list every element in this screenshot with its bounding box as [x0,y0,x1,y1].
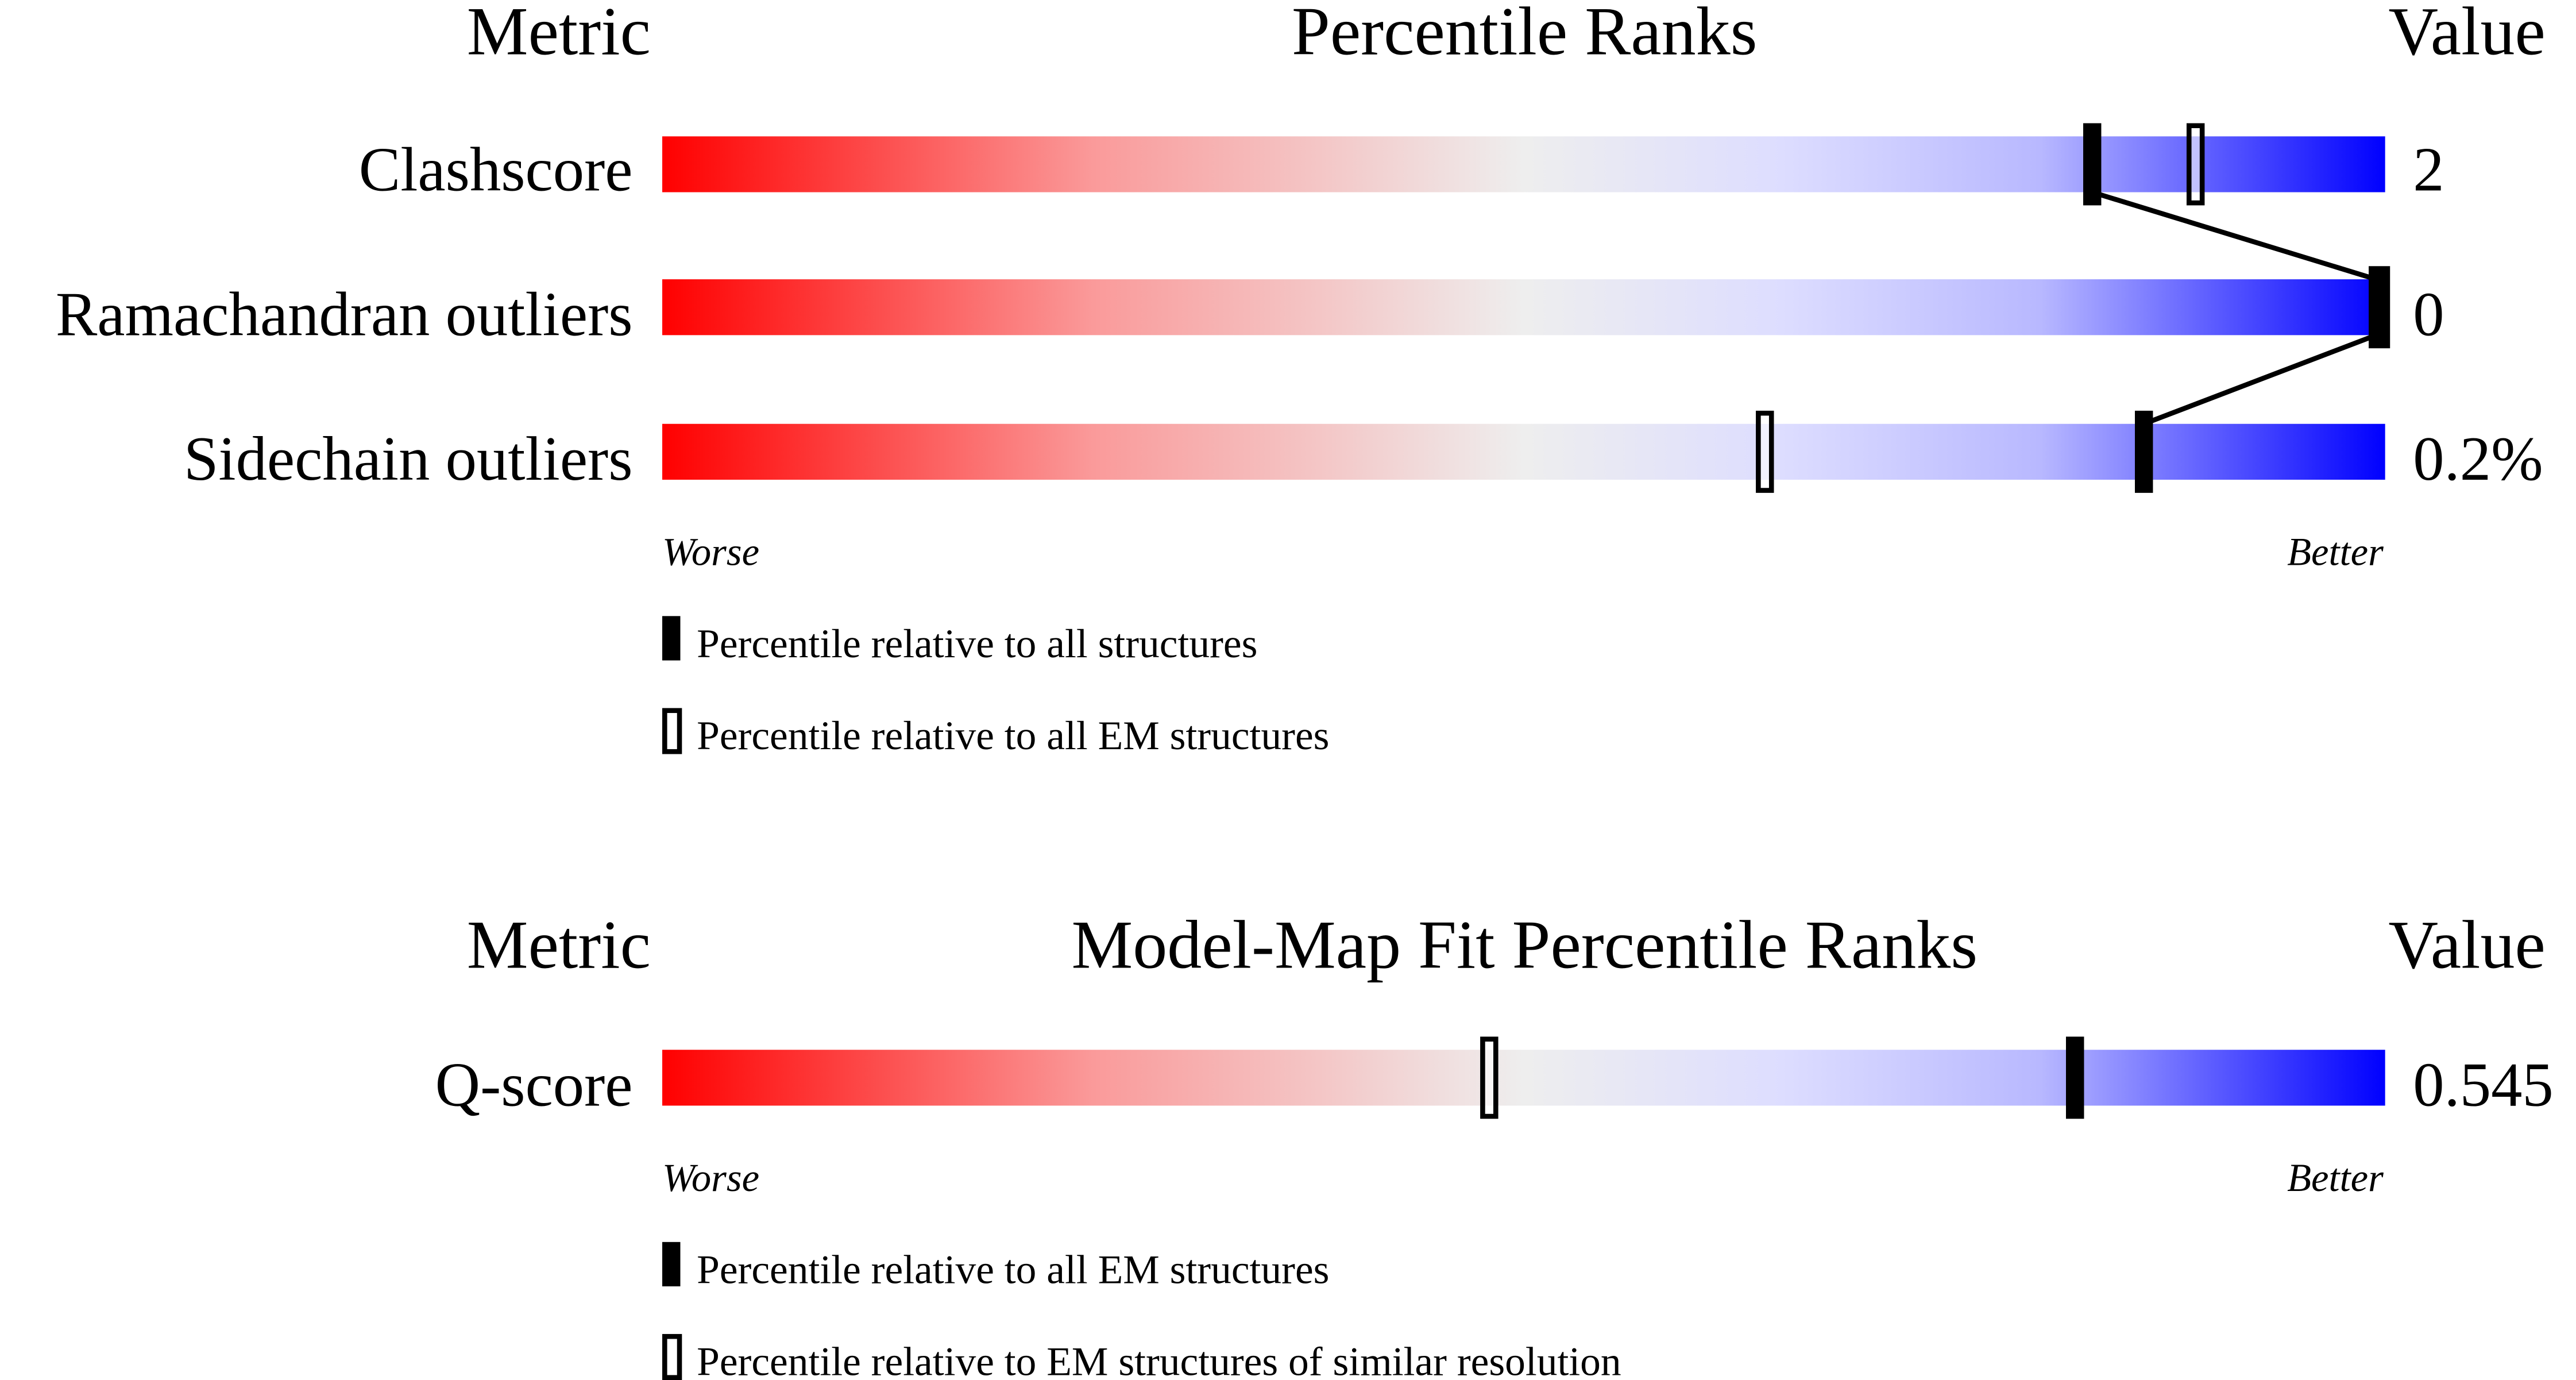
percentile-bar-clashscore [662,136,2385,192]
legend-filled-label: Percentile relative to all structures [697,621,1257,666]
validation-panel: Metric Percentile Ranks Value Clashscore… [56,0,2546,758]
metric-header: Metric [467,0,651,69]
value-header: Value [2388,0,2545,69]
legend-open-label: Percentile relative to all EM structures [697,713,1329,758]
connector-line [2143,333,2377,426]
percentile-bar-q-score [662,1050,2385,1106]
metric-header: Metric [467,906,651,982]
percentile-bar-sidechain-outliers [662,423,2385,480]
legend-filled-marker-icon [662,1242,681,1287]
legend-open-label: Percentile relative to EM structures of … [697,1339,1621,1380]
metric-label-qscore: Q-score [435,1050,633,1119]
connector-line [2091,190,2377,282]
metric-label-sidechain: Sidechain outliers [184,424,633,494]
worse-label: Worse [662,1156,759,1200]
worse-label: Worse [662,530,759,574]
better-label: Better [2287,530,2384,574]
chart-title: Percentile Ranks [1292,0,1757,69]
metric-value-sidechain: 0.2% [2413,424,2543,494]
filled-marker-q-score [2065,1036,2084,1119]
bars [662,123,2390,493]
metric-label-ramachandran: Ramachandran outliers [56,279,633,349]
filled-marker-ramachandran-outliers [2369,266,2390,349]
chart-title: Model-Map Fit Percentile Ranks [1071,906,1978,982]
value-header: Value [2388,906,2545,982]
better-label: Better [2287,1156,2384,1200]
open-marker-clashscore [2186,123,2205,206]
metric-value-clashscore: 2 [2413,135,2444,205]
filled-marker-sidechain-outliers [2134,410,2153,493]
metric-value-ramachandran: 0 [2413,279,2444,349]
legend-filled-label: Percentile relative to all EM structures [697,1247,1329,1292]
model-map-fit-panel: Metric Model-Map Fit Percentile Ranks Va… [435,906,2554,1380]
filled-marker-clashscore [2083,123,2102,206]
open-marker-sidechain-outliers [1756,410,1774,493]
legend-filled-marker-icon [662,616,681,661]
open-marker-q-score [1480,1036,1499,1119]
legend-open-marker-icon [662,1333,682,1380]
legend-open-marker-icon [662,708,682,754]
percentile-bar-ramachandran-outliers [662,279,2385,336]
bars [662,1036,2385,1119]
metric-value-qscore: 0.545 [2413,1050,2553,1119]
metric-label-clashscore: Clashscore [359,135,633,205]
